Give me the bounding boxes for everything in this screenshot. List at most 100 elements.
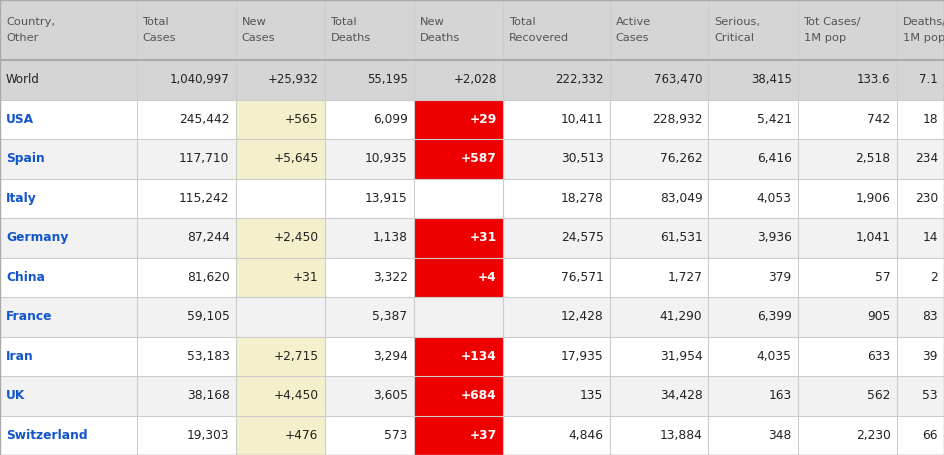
Text: France: France (6, 310, 53, 324)
Text: 12,428: 12,428 (561, 310, 603, 324)
Text: +25,932: +25,932 (268, 74, 318, 86)
Text: Iran: Iran (6, 350, 34, 363)
Text: 13,915: 13,915 (365, 192, 408, 205)
Text: 57: 57 (875, 271, 890, 284)
Text: +37: +37 (469, 429, 497, 442)
Text: +587: +587 (461, 152, 497, 166)
Text: +29: +29 (469, 113, 497, 126)
Text: 10,935: 10,935 (365, 152, 408, 166)
Text: 4,053: 4,053 (756, 192, 792, 205)
Bar (235, 258, 325, 297)
Text: 133.6: 133.6 (857, 74, 890, 86)
Text: Germany: Germany (6, 232, 68, 244)
Text: +134: +134 (461, 350, 497, 363)
Text: Spain: Spain (6, 152, 44, 166)
Text: 6,399: 6,399 (757, 310, 792, 324)
Text: 234: 234 (915, 152, 938, 166)
Bar (235, 139, 325, 179)
Text: 87,244: 87,244 (187, 232, 229, 244)
Text: 763,470: 763,470 (654, 74, 702, 86)
Text: 2,518: 2,518 (855, 152, 890, 166)
Text: 117,710: 117,710 (179, 152, 229, 166)
Text: 53,183: 53,183 (187, 350, 229, 363)
Text: 1,040,997: 1,040,997 (170, 74, 229, 86)
Bar (413, 415, 502, 455)
Bar (0, 337, 944, 376)
Text: 81,620: 81,620 (187, 271, 229, 284)
Text: 59,105: 59,105 (187, 310, 229, 324)
Text: 1,041: 1,041 (855, 232, 890, 244)
Text: +4,450: +4,450 (274, 389, 318, 402)
Text: 115,242: 115,242 (179, 192, 229, 205)
Text: 573: 573 (384, 429, 408, 442)
Text: USA: USA (6, 113, 34, 126)
Text: 228,932: 228,932 (652, 113, 702, 126)
Text: Other: Other (6, 33, 39, 43)
Text: 61,531: 61,531 (660, 232, 702, 244)
Text: 348: 348 (768, 429, 792, 442)
Bar (0, 60, 944, 100)
Text: 379: 379 (768, 271, 792, 284)
Text: Total: Total (509, 17, 535, 27)
Text: 5,421: 5,421 (756, 113, 792, 126)
Text: Total: Total (330, 17, 357, 27)
Bar (235, 100, 325, 139)
Text: Critical: Critical (715, 33, 754, 43)
Text: 1M pop: 1M pop (902, 33, 944, 43)
Text: Recovered: Recovered (509, 33, 569, 43)
Bar (235, 218, 325, 258)
Text: 3,322: 3,322 (373, 271, 408, 284)
Text: 38,415: 38,415 (750, 74, 792, 86)
Text: 905: 905 (868, 310, 890, 324)
Text: 31,954: 31,954 (660, 350, 702, 363)
Text: 135: 135 (581, 389, 603, 402)
Text: 562: 562 (868, 389, 890, 402)
Text: +2,715: +2,715 (274, 350, 318, 363)
Text: 4,035: 4,035 (756, 350, 792, 363)
Text: 18,278: 18,278 (561, 192, 603, 205)
Text: 10,411: 10,411 (561, 113, 603, 126)
Text: Switzerland: Switzerland (6, 429, 88, 442)
Text: 5,387: 5,387 (373, 310, 408, 324)
Text: 6,416: 6,416 (757, 152, 792, 166)
Text: 39: 39 (922, 350, 938, 363)
Bar (413, 258, 502, 297)
Text: New: New (420, 17, 445, 27)
Text: 66: 66 (922, 429, 938, 442)
Bar (0, 218, 944, 258)
Bar (235, 337, 325, 376)
Text: 3,605: 3,605 (373, 389, 408, 402)
Text: 83: 83 (922, 310, 938, 324)
Text: 38,168: 38,168 (187, 389, 229, 402)
Bar (413, 337, 502, 376)
Bar (0, 179, 944, 218)
Text: +5,645: +5,645 (274, 152, 318, 166)
Bar (235, 415, 325, 455)
Text: 18: 18 (922, 113, 938, 126)
Text: +31: +31 (469, 232, 497, 244)
Text: 53: 53 (922, 389, 938, 402)
Text: 30,513: 30,513 (561, 152, 603, 166)
Bar (0, 0, 944, 60)
Bar (0, 376, 944, 415)
Bar (235, 376, 325, 415)
Text: 742: 742 (868, 113, 890, 126)
Text: World: World (6, 74, 40, 86)
Text: 83,049: 83,049 (660, 192, 702, 205)
Text: Cases: Cases (242, 33, 275, 43)
Text: +565: +565 (285, 113, 318, 126)
Bar (413, 100, 502, 139)
Text: 245,442: 245,442 (179, 113, 229, 126)
Text: Deaths: Deaths (420, 33, 460, 43)
Text: 3,294: 3,294 (373, 350, 408, 363)
Text: 41,290: 41,290 (660, 310, 702, 324)
Bar (413, 376, 502, 415)
Text: Country,: Country, (6, 17, 55, 27)
Text: 6,099: 6,099 (373, 113, 408, 126)
Text: Serious,: Serious, (715, 17, 761, 27)
Bar (0, 415, 944, 455)
Text: 3,936: 3,936 (757, 232, 792, 244)
Text: 14: 14 (922, 232, 938, 244)
Text: Italy: Italy (6, 192, 37, 205)
Text: 2: 2 (930, 271, 938, 284)
